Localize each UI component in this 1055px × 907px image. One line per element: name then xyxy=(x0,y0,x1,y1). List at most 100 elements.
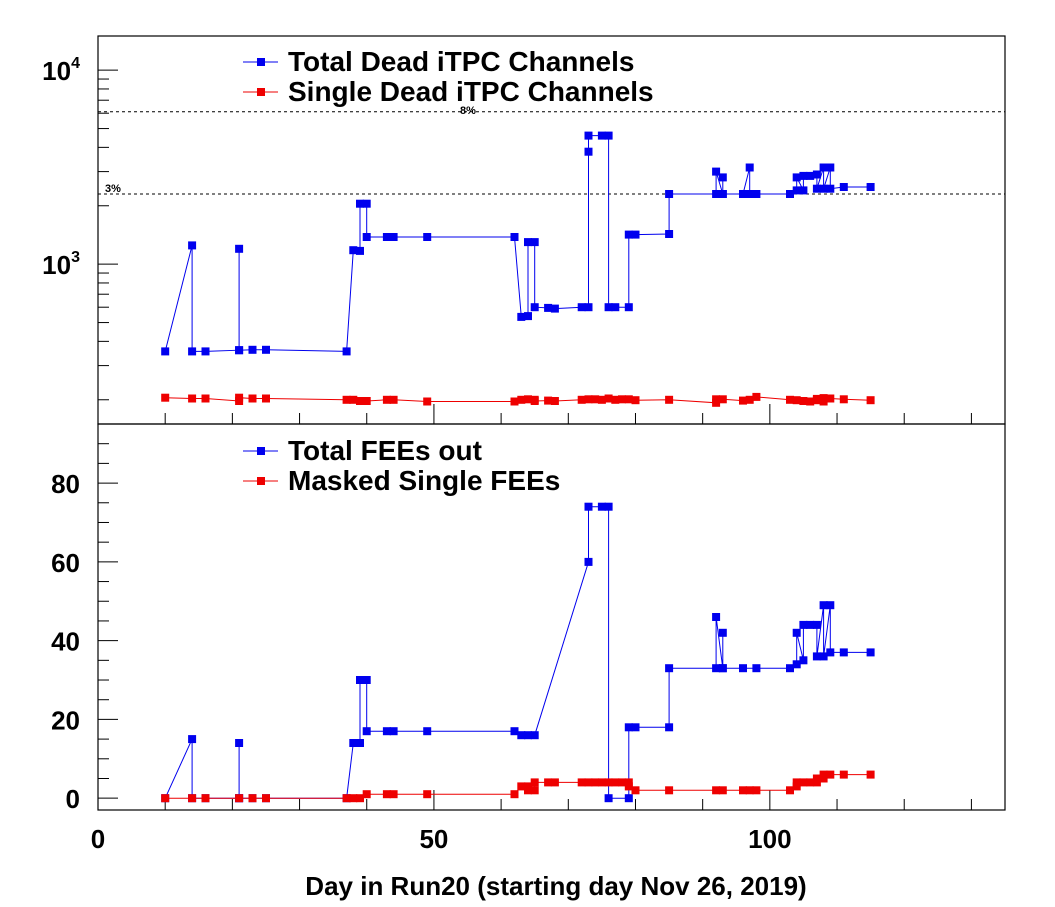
top-point-single-dead-itpc-channels xyxy=(235,393,244,402)
bottom-panel-series xyxy=(161,502,875,803)
bottom-point-total-fees-out xyxy=(624,723,633,732)
bottom-point-total-fees-out xyxy=(597,502,606,511)
top-point-single-dead-itpc-channels xyxy=(423,397,432,406)
top-point-total-dead-itpc-channels xyxy=(524,238,532,247)
top-point-single-dead-itpc-channels xyxy=(624,395,633,404)
bottom-point-total-fees-out xyxy=(530,731,539,740)
top-point-total-dead-itpc-channels xyxy=(423,233,432,241)
bottom-point-total-fees-out xyxy=(517,731,526,740)
bottom-y-tick-label: 20 xyxy=(51,705,80,735)
bottom-point-masked-single-fees xyxy=(544,778,553,787)
bottom-point-masked-single-fees xyxy=(806,778,815,787)
bottom-point-masked-single-fees xyxy=(584,778,593,787)
top-point-single-dead-itpc-channels xyxy=(665,395,674,404)
bottom-point-masked-single-fees xyxy=(362,790,371,799)
bottom-point-masked-single-fees xyxy=(799,778,808,787)
top-point-total-dead-itpc-channels xyxy=(799,171,808,180)
top-point-total-dead-itpc-channels xyxy=(584,303,593,312)
bottom-point-masked-single-fees xyxy=(739,786,747,795)
bottom-point-masked-single-fees xyxy=(248,794,257,803)
top-point-single-dead-itpc-channels xyxy=(604,394,613,403)
legend-marker-single-dead xyxy=(257,88,265,96)
top-point-total-dead-itpc-channels xyxy=(362,233,371,241)
bottom-point-masked-single-fees xyxy=(812,774,821,783)
bottom-point-masked-single-fees xyxy=(786,786,794,795)
bottom-point-total-fees-out xyxy=(349,739,358,747)
top-point-single-dead-itpc-channels xyxy=(201,394,210,403)
top-point-total-dead-itpc-channels xyxy=(806,171,815,180)
bottom-point-masked-single-fees xyxy=(423,790,432,799)
bottom-point-masked-single-fees xyxy=(718,786,727,795)
top-point-total-dead-itpc-channels xyxy=(517,312,526,321)
top-point-single-dead-itpc-channels xyxy=(745,395,754,404)
legend-marker-total-fees xyxy=(257,447,265,455)
bottom-point-masked-single-fees xyxy=(382,790,391,799)
top-panel-axes xyxy=(97,69,972,424)
bottom-point-masked-single-fees xyxy=(349,794,358,803)
bottom-point-total-fees-out xyxy=(839,648,848,657)
bottom-point-total-fees-out xyxy=(604,502,613,511)
bottom-point-masked-single-fees xyxy=(745,786,754,795)
bottom-point-masked-single-fees xyxy=(604,778,613,787)
top-point-total-dead-itpc-channels xyxy=(349,246,358,255)
top-point-total-dead-itpc-channels xyxy=(819,184,828,193)
x-tick-label: 100 xyxy=(748,824,791,854)
top-panel-series xyxy=(161,131,875,407)
bottom-point-masked-single-fees xyxy=(188,794,197,803)
top-point-total-dead-itpc-channels xyxy=(839,183,848,191)
top-point-total-dead-itpc-channels xyxy=(188,347,197,356)
x-tick-label: 50 xyxy=(419,824,448,854)
top-point-single-dead-itpc-channels xyxy=(262,394,270,403)
bottom-panel-frame xyxy=(97,423,1006,811)
bottom-point-masked-single-fees xyxy=(262,794,270,803)
top-point-total-dead-itpc-channels xyxy=(262,345,270,354)
top-point-single-dead-itpc-channels xyxy=(188,394,197,403)
top-point-single-dead-itpc-channels xyxy=(819,397,828,406)
bottom-point-total-fees-out xyxy=(510,727,519,736)
top-point-single-dead-itpc-channels xyxy=(342,395,351,404)
bottom-point-total-fees-out xyxy=(665,723,674,732)
top-point-total-dead-itpc-channels xyxy=(718,190,727,198)
bottom-point-masked-single-fees xyxy=(819,770,828,779)
top-point-total-dead-itpc-channels xyxy=(248,345,257,354)
bottom-point-total-fees-out xyxy=(799,620,808,629)
bottom-point-total-fees-out xyxy=(624,794,633,803)
bottom-point-total-fees-out xyxy=(799,656,808,665)
top-point-total-dead-itpc-channels xyxy=(362,199,371,208)
bottom-point-masked-single-fees xyxy=(597,778,606,787)
bottom-point-total-fees-out xyxy=(356,676,364,684)
top-point-single-dead-itpc-channels xyxy=(718,395,727,404)
top-point-total-dead-itpc-channels xyxy=(786,190,794,198)
top-point-single-dead-itpc-channels xyxy=(812,394,821,403)
bottom-y-tick-label: 80 xyxy=(51,469,80,499)
top-point-single-dead-itpc-channels xyxy=(584,395,593,404)
bottom-point-masked-single-fees xyxy=(712,786,721,795)
top-point-single-dead-itpc-channels xyxy=(806,397,815,406)
top-point-total-dead-itpc-channels xyxy=(604,303,613,312)
bottom-point-total-fees-out xyxy=(819,652,828,661)
bottom-point-masked-single-fees xyxy=(591,778,600,787)
legend-marker-total-dead xyxy=(257,58,265,66)
bottom-point-total-fees-out xyxy=(718,628,727,637)
bottom-point-total-fees-out xyxy=(362,676,371,684)
bottom-point-total-fees-out xyxy=(718,664,727,673)
bottom-point-masked-single-fees xyxy=(792,778,801,787)
top-point-total-dead-itpc-channels xyxy=(201,347,210,356)
top-point-total-dead-itpc-channels xyxy=(712,167,721,176)
bottom-point-masked-single-fees xyxy=(235,794,244,803)
top-point-total-dead-itpc-channels xyxy=(356,199,364,208)
bottom-point-total-fees-out xyxy=(188,735,197,744)
bottom-point-total-fees-out xyxy=(665,664,674,673)
bottom-point-total-fees-out xyxy=(819,601,828,610)
bottom-point-masked-single-fees xyxy=(356,794,364,803)
top-point-total-dead-itpc-channels xyxy=(584,147,593,156)
top-point-single-dead-itpc-channels xyxy=(618,395,626,404)
bottom-point-total-fees-out xyxy=(356,739,364,747)
top-point-total-dead-itpc-channels xyxy=(745,163,754,172)
bottom-point-masked-single-fees xyxy=(510,790,519,799)
top-point-total-dead-itpc-channels xyxy=(631,230,640,239)
top-point-total-dead-itpc-channels xyxy=(510,233,519,241)
reference-label-3pct: 3% xyxy=(105,183,121,195)
bottom-point-total-fees-out xyxy=(812,620,821,629)
